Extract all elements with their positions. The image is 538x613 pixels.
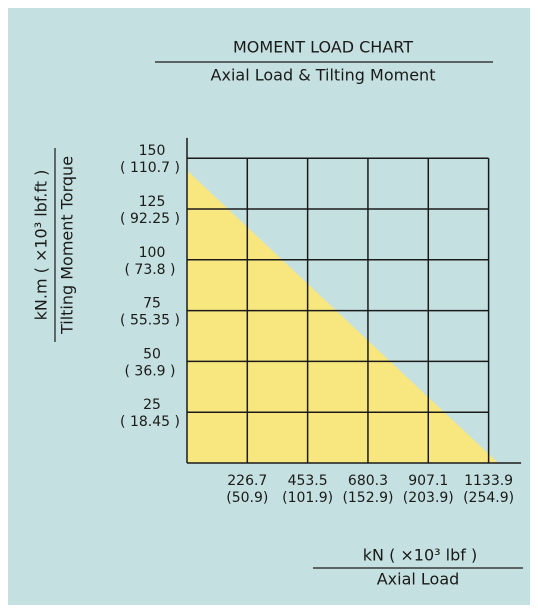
- x-tick-label: 1133.9: [464, 473, 513, 489]
- y-tick-label: 125: [139, 194, 166, 210]
- x-tick-label-secondary: (101.9): [282, 490, 333, 506]
- x-axis-label-secondary: Axial Load: [377, 570, 460, 589]
- x-tick-label: 453.5: [288, 473, 328, 489]
- x-tick-label: 226.7: [227, 473, 267, 489]
- x-tick-label-secondary: (254.9): [463, 490, 514, 506]
- y-tick-label: 25: [143, 397, 161, 413]
- y-tick-label-secondary: ( 18.45 ): [120, 414, 180, 430]
- x-tick-label: 680.3: [348, 473, 388, 489]
- x-axis-label: kN ( ×10³ lbf ): [363, 546, 477, 565]
- chart-title: MOMENT LOAD CHART: [233, 38, 413, 57]
- x-tick-label: 907.1: [408, 473, 448, 489]
- y-tick-label-secondary: ( 36.9 ): [125, 363, 176, 379]
- x-tick-label-secondary: (50.9): [226, 490, 268, 506]
- y-tick-label-secondary: ( 92.25 ): [120, 211, 180, 227]
- y-tick-label: 100: [139, 245, 166, 261]
- y-tick-label: 150: [139, 143, 166, 159]
- x-tick-label-secondary: (203.9): [403, 490, 454, 506]
- y-axis-label-secondary: Tilting Moment Torque: [58, 156, 77, 335]
- y-tick-label-secondary: ( 73.8 ): [125, 262, 176, 278]
- y-tick-label-secondary: ( 55.35 ): [120, 313, 180, 329]
- y-axis-label: kN.m ( ×10³ lbf.ft ): [32, 170, 51, 321]
- area: [187, 170, 499, 463]
- y-tick-label-secondary: ( 110.7 ): [120, 160, 180, 176]
- y-tick-label: 75: [143, 296, 161, 312]
- chart-subtitle: Axial Load & Tilting Moment: [211, 66, 436, 85]
- x-tick-label-secondary: (152.9): [342, 490, 393, 506]
- y-tick-label: 50: [143, 346, 161, 362]
